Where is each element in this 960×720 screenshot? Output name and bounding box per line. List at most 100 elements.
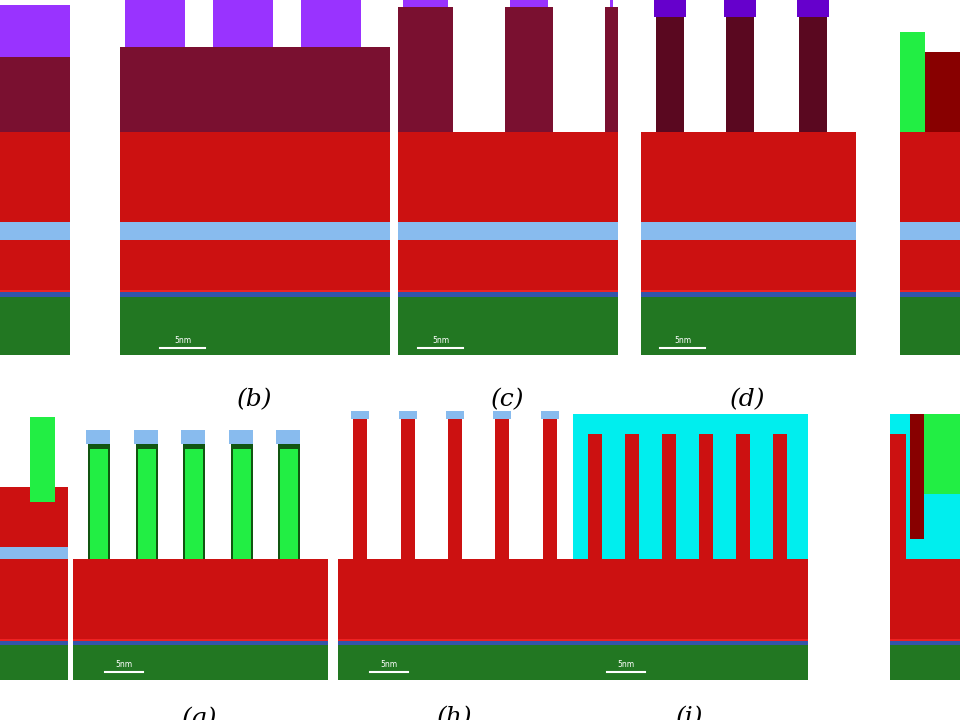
Bar bbox=[86, 430, 110, 444]
Bar bbox=[398, 297, 618, 355]
Text: 5nm: 5nm bbox=[674, 336, 691, 345]
Bar bbox=[229, 430, 253, 444]
Text: 5nm: 5nm bbox=[115, 660, 132, 669]
Bar bbox=[73, 639, 328, 641]
Bar bbox=[446, 411, 464, 419]
Bar bbox=[900, 297, 960, 355]
Text: 5nm: 5nm bbox=[432, 336, 449, 345]
Bar bbox=[134, 430, 158, 444]
Bar bbox=[662, 434, 676, 559]
Bar bbox=[641, 292, 856, 297]
Text: (b): (b) bbox=[237, 388, 273, 411]
Bar bbox=[573, 645, 808, 680]
Bar bbox=[641, 132, 856, 222]
Bar bbox=[0, 57, 70, 132]
Bar bbox=[610, 0, 613, 7]
Bar bbox=[890, 434, 906, 559]
Bar bbox=[213, 0, 273, 47]
Bar bbox=[448, 419, 462, 559]
Bar bbox=[495, 419, 509, 559]
Bar bbox=[398, 132, 618, 222]
Bar bbox=[278, 444, 300, 559]
Bar bbox=[73, 559, 328, 639]
Bar bbox=[900, 132, 960, 222]
Bar bbox=[0, 297, 70, 355]
Bar bbox=[641, 290, 856, 292]
Bar bbox=[0, 639, 68, 641]
Bar bbox=[401, 419, 415, 559]
Bar bbox=[773, 434, 787, 559]
Bar bbox=[541, 411, 559, 419]
Bar bbox=[338, 639, 573, 641]
Bar bbox=[398, 240, 618, 290]
Bar bbox=[890, 639, 960, 641]
Bar bbox=[338, 645, 573, 680]
Bar bbox=[120, 240, 390, 290]
Bar bbox=[890, 414, 960, 559]
Bar bbox=[453, 7, 505, 132]
Bar bbox=[0, 5, 70, 57]
Bar bbox=[0, 487, 68, 547]
Text: 5nm: 5nm bbox=[174, 336, 191, 345]
Bar bbox=[0, 240, 70, 290]
Bar bbox=[890, 559, 960, 639]
Bar bbox=[726, 17, 754, 132]
Bar bbox=[73, 641, 328, 645]
Bar bbox=[120, 132, 390, 222]
Bar bbox=[588, 434, 602, 559]
Bar bbox=[925, 52, 960, 132]
Bar bbox=[736, 434, 750, 559]
Bar bbox=[351, 411, 369, 419]
Text: 5nm: 5nm bbox=[617, 660, 635, 669]
Bar bbox=[120, 297, 390, 355]
Bar bbox=[910, 414, 924, 539]
Bar bbox=[120, 222, 390, 240]
Bar bbox=[353, 419, 367, 559]
Bar bbox=[398, 7, 618, 132]
Bar bbox=[136, 444, 158, 559]
Bar bbox=[399, 411, 417, 419]
Bar bbox=[910, 414, 960, 494]
Bar bbox=[900, 222, 960, 240]
Bar bbox=[900, 32, 925, 132]
Bar bbox=[641, 240, 856, 290]
Bar bbox=[398, 290, 618, 292]
Bar bbox=[280, 449, 298, 559]
Bar bbox=[573, 559, 808, 639]
Bar bbox=[900, 292, 960, 297]
Bar bbox=[90, 449, 108, 559]
Bar bbox=[0, 290, 70, 292]
Text: (i): (i) bbox=[676, 706, 704, 720]
Bar bbox=[301, 0, 361, 47]
Bar bbox=[120, 47, 390, 132]
Bar bbox=[120, 290, 390, 292]
Bar bbox=[181, 430, 205, 444]
Bar bbox=[543, 419, 557, 559]
Bar bbox=[0, 641, 68, 645]
Bar bbox=[625, 434, 639, 559]
Bar bbox=[0, 292, 70, 297]
Bar bbox=[120, 292, 390, 297]
Bar bbox=[797, 0, 829, 17]
Bar bbox=[183, 444, 205, 559]
Bar bbox=[573, 639, 808, 641]
Bar bbox=[641, 297, 856, 355]
Bar bbox=[890, 645, 960, 680]
Bar bbox=[573, 414, 808, 559]
Bar bbox=[30, 417, 55, 502]
Bar bbox=[0, 547, 68, 559]
Bar bbox=[493, 411, 511, 419]
Bar bbox=[641, 222, 856, 240]
Bar bbox=[0, 559, 68, 639]
Bar bbox=[125, 0, 185, 47]
Bar bbox=[699, 434, 713, 559]
Text: (d): (d) bbox=[731, 388, 766, 411]
Bar bbox=[799, 17, 827, 132]
Bar bbox=[656, 17, 684, 132]
Text: 5nm: 5nm bbox=[380, 660, 397, 669]
Bar bbox=[510, 0, 548, 7]
Bar bbox=[276, 430, 300, 444]
Bar bbox=[185, 449, 203, 559]
Bar bbox=[398, 292, 618, 297]
Bar bbox=[890, 641, 960, 645]
